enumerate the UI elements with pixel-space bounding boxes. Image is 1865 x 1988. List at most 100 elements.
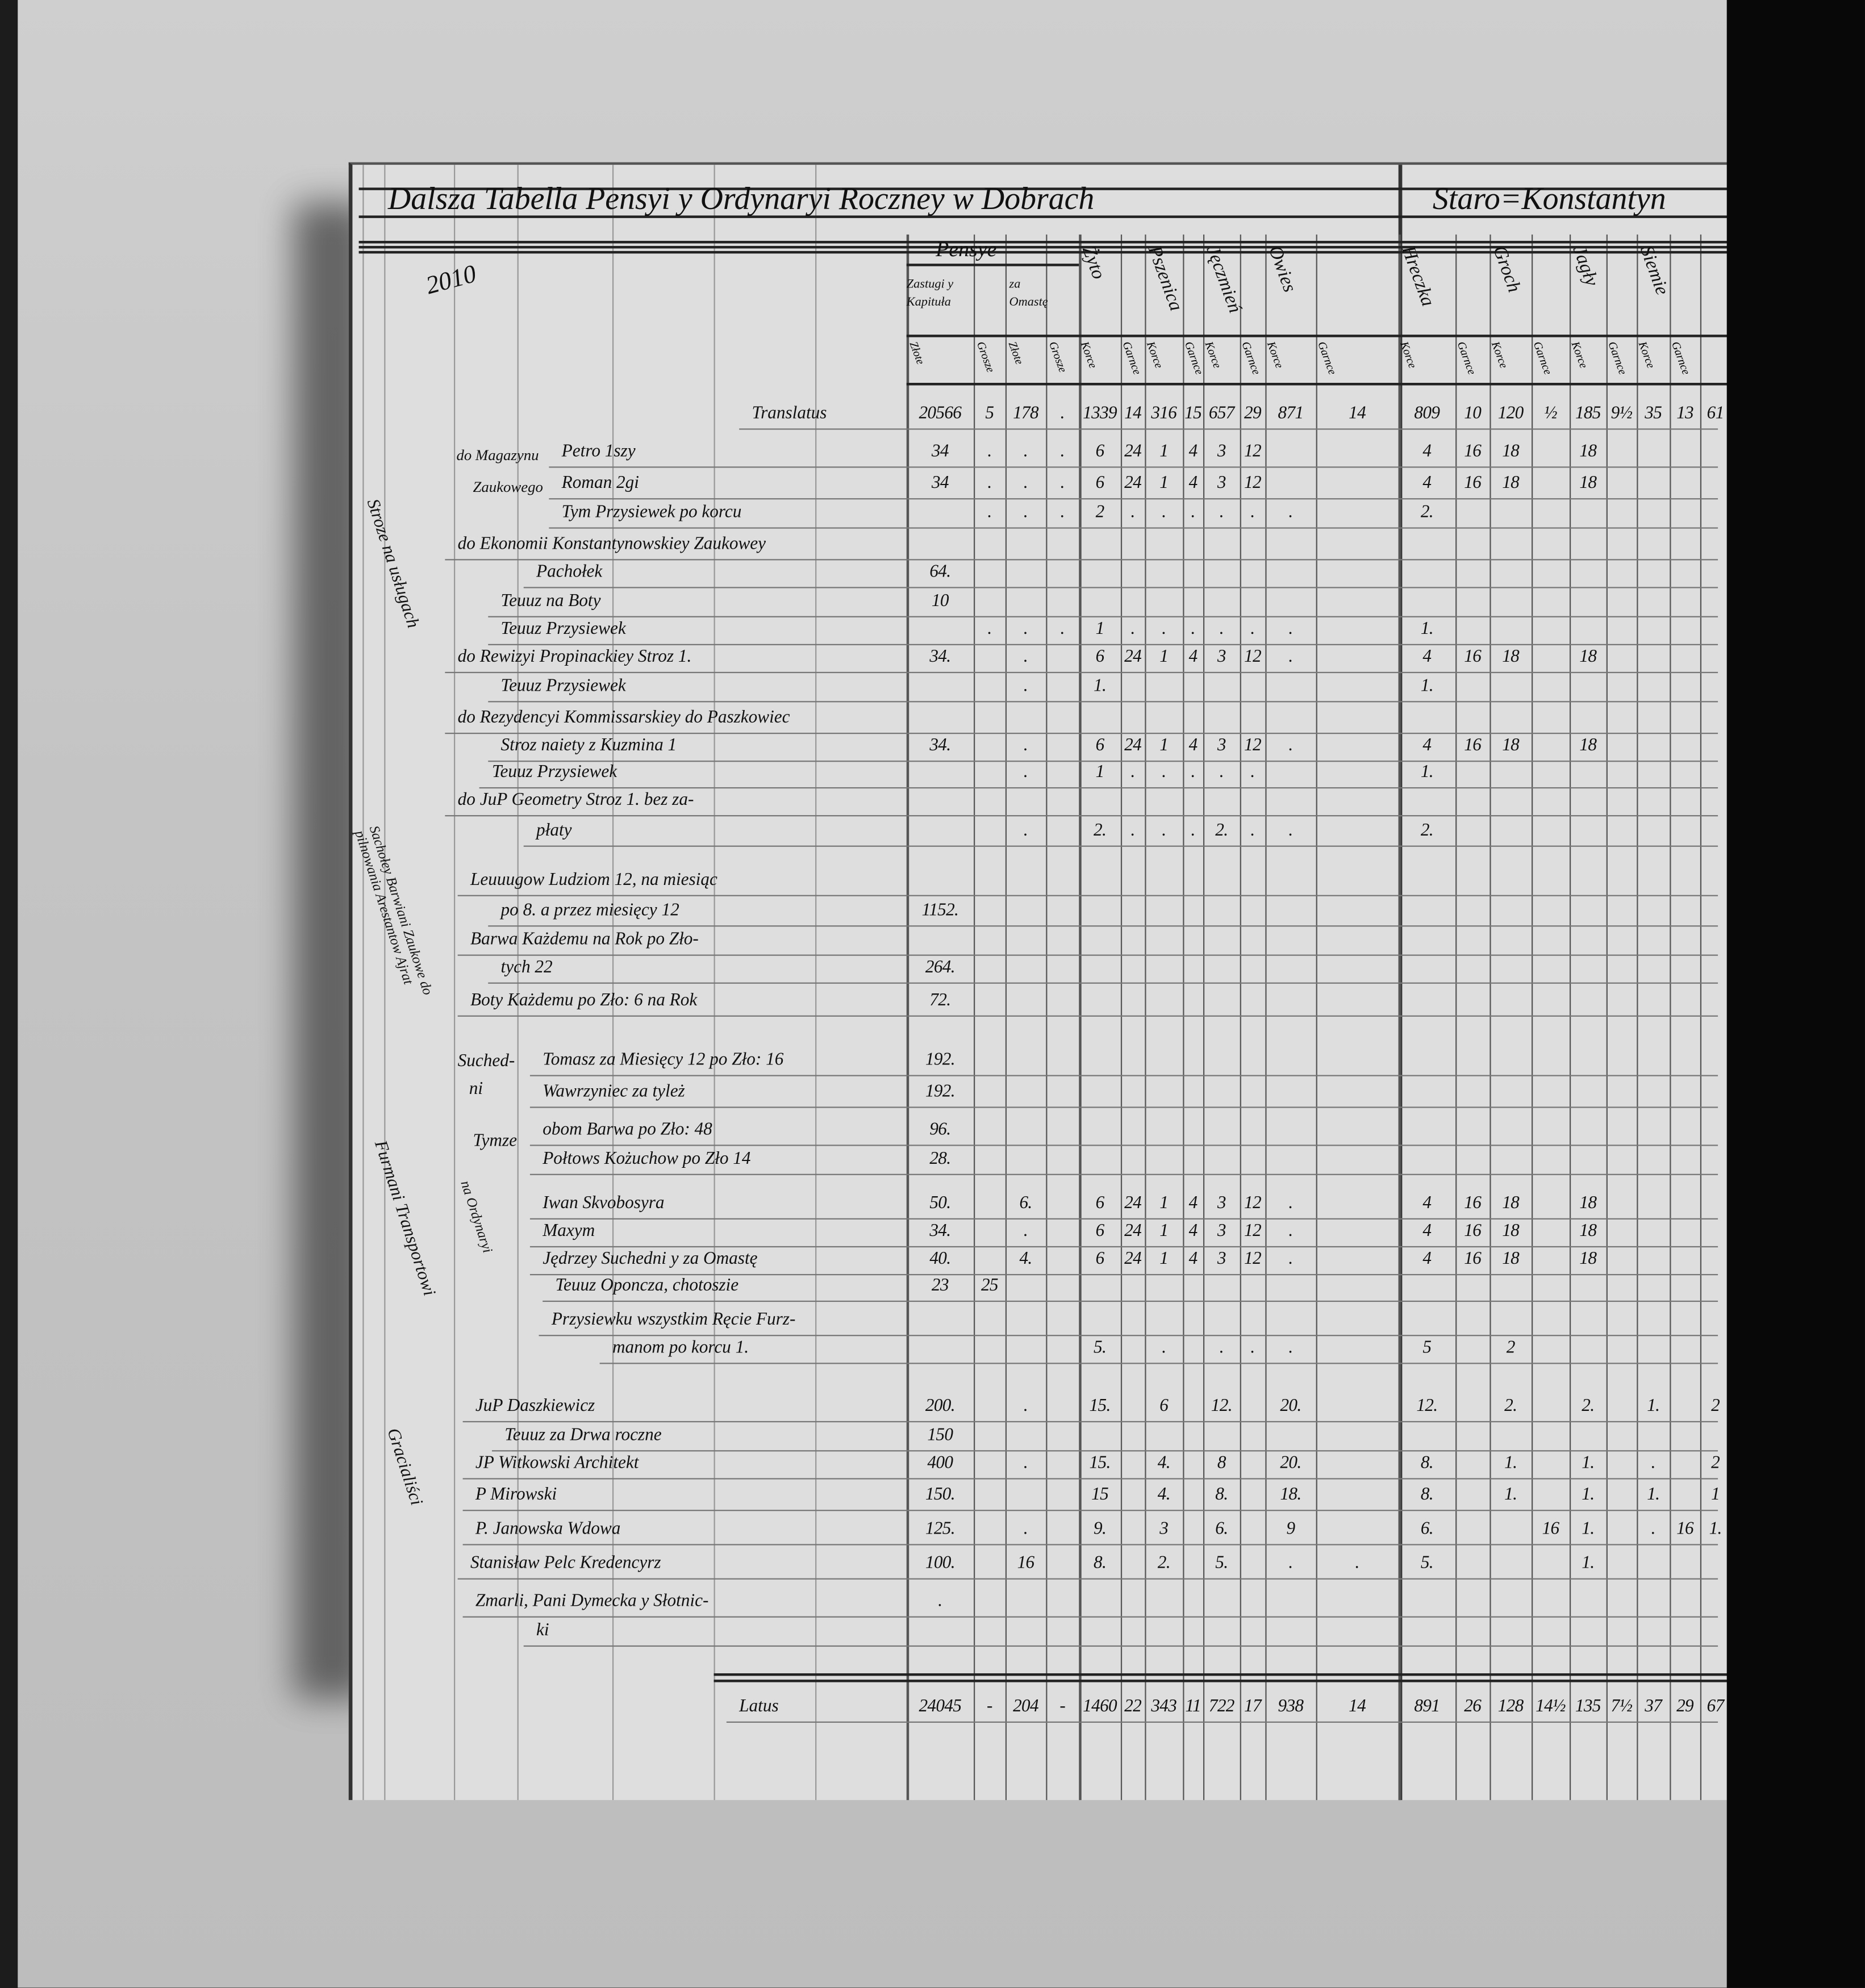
cell-value: 6 <box>1095 1194 1105 1213</box>
column-line <box>1569 234 1571 1801</box>
cell-value: . <box>1023 821 1028 841</box>
column-line <box>1700 234 1702 1801</box>
cell-value: 12 <box>1244 474 1262 494</box>
cell-value: . <box>1023 676 1028 696</box>
cell-value: 4 <box>1422 1222 1432 1241</box>
row-line <box>445 559 1718 561</box>
cell-value: . <box>1162 763 1166 783</box>
cell-value: 12 <box>1244 648 1262 667</box>
header-crop-6: Jagły <box>1568 243 1602 289</box>
cell-value: 1. <box>1582 1485 1595 1505</box>
table-row-label: JuP Daszkiewicz <box>475 1397 595 1416</box>
cell-value: 128 <box>1497 1697 1524 1716</box>
ruling-line <box>362 165 364 1801</box>
header-crop-2: Jęczmień <box>1201 243 1245 316</box>
title-rule <box>358 245 1728 249</box>
header-crop-unit: Korce <box>1203 340 1224 370</box>
cell-value: 6 <box>1095 1222 1105 1241</box>
cell-value: 3 <box>1217 474 1226 494</box>
cell-value: 2. <box>1582 1397 1595 1416</box>
table-row-label: Jędrzey Suchedni y za Omastę <box>543 1250 758 1269</box>
cell-value: 1. <box>1420 676 1434 696</box>
cell-value: . <box>1023 503 1028 523</box>
cell-value: 4. <box>1157 1485 1171 1505</box>
cell-value: . <box>1023 1222 1028 1241</box>
row-line <box>523 587 1718 588</box>
cell-value: . <box>1162 1338 1166 1358</box>
cell-value: 10 <box>1464 404 1482 424</box>
cell-value: . <box>987 474 992 494</box>
header-rule <box>906 383 1731 386</box>
cell-value: 6 <box>1095 442 1105 462</box>
cell-value: 2. <box>1504 1397 1517 1416</box>
table-row-label: do Rezydencyi Kommissarskiey do Paszkowi… <box>457 708 790 728</box>
cell-value: 1 <box>1159 1222 1169 1241</box>
cell-value: 1339 <box>1083 404 1117 424</box>
side-label-gracialisci: Gracialiści <box>382 1426 425 1508</box>
table-row-label: Tomasz za Miesięcy 12 po Zło: 16 <box>543 1051 784 1070</box>
title-left: Dalsza Tabella Pensyi y Ordynaryi Roczne… <box>387 182 1095 217</box>
table-row-label: do JuP Geometry Stroz 1. bez za- <box>457 791 694 811</box>
cell-value: 3 <box>1217 1222 1226 1241</box>
cell-value: . <box>1355 1554 1360 1573</box>
table-row-label: ki <box>536 1621 549 1640</box>
cell-value: 938 <box>1278 1697 1304 1716</box>
row-line <box>529 1246 1718 1248</box>
column-line <box>1606 234 1608 1801</box>
header-pensye: Pensye <box>936 237 997 261</box>
table-row-label: Leuuugow Ludziom 12, na miesiąc <box>470 871 717 890</box>
table-row-label: Tym Przysiewek po korcu <box>561 503 742 523</box>
cell-value: 3 <box>1159 1519 1169 1539</box>
cell-value: 6 <box>1095 736 1105 756</box>
cell-value: 125. <box>925 1519 956 1539</box>
cell-value: 2. <box>1094 821 1107 841</box>
cell-value: 29 <box>1676 1697 1694 1716</box>
cell-value: 4 <box>1188 474 1198 494</box>
cell-value: 18 <box>1502 1250 1520 1269</box>
cell-value: 12. <box>1416 1397 1438 1416</box>
header-crop-unit: Korce <box>1144 340 1166 370</box>
cell-value: 1 <box>1711 1485 1720 1505</box>
table-row-label: do Rewizyi Propinackiey Stroz 1. <box>457 648 692 667</box>
cell-value: 3 <box>1217 736 1226 756</box>
row-line <box>529 1106 1718 1108</box>
cell-value: 4 <box>1188 648 1198 667</box>
cell-value: . <box>1288 1338 1293 1358</box>
cell-value: 12 <box>1244 1194 1262 1213</box>
cell-value: 192. <box>925 1051 956 1070</box>
header-rule <box>906 264 1079 266</box>
cell-value: 12 <box>1244 736 1262 756</box>
cell-value: 2 <box>1095 503 1105 523</box>
cell-value: . <box>1288 1222 1293 1241</box>
cell-value: 18. <box>1280 1485 1301 1505</box>
cell-value: 14 <box>1349 1697 1366 1716</box>
row-line <box>445 815 1718 817</box>
header-unit: Grosze <box>974 340 998 374</box>
cell-value: 35 <box>1645 404 1662 424</box>
cell-value: . <box>1162 821 1166 841</box>
cell-value: 29 <box>1244 404 1262 424</box>
cell-value: 2 <box>1711 1454 1720 1473</box>
table-row-label: Teuuz Przysiewek <box>500 620 626 639</box>
header-crop-unit: Garnce <box>1531 340 1555 377</box>
row-line <box>523 1645 1718 1647</box>
cell-value: 15. <box>1089 1454 1111 1473</box>
column-line <box>1145 234 1146 1801</box>
column-line <box>1637 234 1638 1801</box>
table-row-label: Teuuz na Boty <box>500 592 601 611</box>
cell-value: 1. <box>1582 1554 1595 1573</box>
column-line <box>1455 234 1457 1801</box>
row-line <box>445 671 1718 674</box>
cell-value: 72. <box>929 991 951 1010</box>
cell-value: . <box>1060 474 1065 494</box>
row-line <box>462 1616 1718 1618</box>
cell-value: 4 <box>1422 1250 1432 1269</box>
ruling-line <box>612 165 614 1801</box>
row-line <box>488 761 1718 762</box>
cell-value: 150 <box>927 1426 953 1446</box>
row-line <box>457 1578 1718 1580</box>
cell-value: . <box>1023 736 1028 756</box>
cell-value: 34 <box>931 474 949 494</box>
header-rule <box>906 335 1731 337</box>
